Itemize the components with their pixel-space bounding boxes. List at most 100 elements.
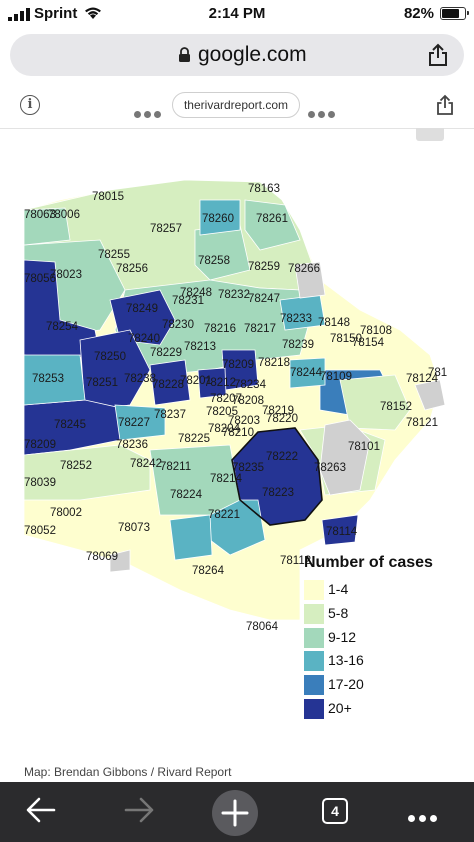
zip-label: 78109 — [320, 371, 352, 383]
zip-label: 78244 — [290, 367, 323, 379]
zip-label: 78239 — [282, 339, 314, 351]
zip-label: 78204 — [208, 423, 241, 435]
zip-label: 78261 — [256, 213, 288, 225]
zip-label: 78154 — [352, 337, 385, 349]
zip-label: 78023 — [50, 269, 82, 281]
map-legend: Number of cases 1-4 5-8 9-12 13-16 17-20… — [304, 554, 454, 721]
legend-swatch — [304, 675, 324, 695]
zip-label: 78236 — [116, 439, 148, 451]
scroll-indicator — [416, 128, 444, 141]
legend-item: 17-20 — [304, 673, 454, 697]
clock-time: 2:14 PM — [0, 5, 474, 22]
legend-item: 13-16 — [304, 649, 454, 673]
zip-label: 78234 — [234, 379, 267, 391]
zip-label: 78258 — [198, 255, 230, 267]
zip-label: 78064 — [246, 621, 279, 633]
zip-label: 78015 — [92, 191, 124, 203]
arrow-right-icon[interactable] — [122, 792, 156, 828]
legend-label: 5-8 — [328, 605, 348, 621]
zip-region-78264-west — [170, 515, 212, 560]
zip-label: 78260 — [202, 213, 234, 225]
url-domain: google.com — [198, 43, 307, 67]
plus-icon — [212, 790, 258, 836]
zip-label: 781 — [428, 367, 447, 379]
lock-icon — [178, 47, 191, 63]
zip-label: 78222 — [266, 451, 298, 463]
zip-label: 78218 — [258, 357, 290, 369]
zip-label: 78224 — [170, 489, 203, 501]
tab-count-icon[interactable]: 4 — [322, 798, 348, 824]
zip-label: 78245 — [54, 419, 86, 431]
legend-swatch — [304, 628, 324, 648]
zip-label: 78216 — [204, 323, 236, 335]
zip-label: 78232 — [218, 289, 250, 301]
zip-label: 78101 — [348, 441, 380, 453]
zip-label: 78069 — [86, 551, 118, 563]
zip-label: 78247 — [248, 293, 280, 305]
zip-label: 78213 — [184, 341, 216, 353]
legend-item: 9-12 — [304, 626, 454, 650]
info-icon[interactable]: i — [20, 95, 40, 115]
legend-label: 1-4 — [328, 581, 348, 597]
zip-label: 78266 — [288, 263, 320, 275]
zip-label: 78214 — [210, 473, 243, 485]
zip-label: 78229 — [150, 347, 182, 359]
legend-swatch — [304, 580, 324, 600]
zip-label: 78253 — [32, 373, 64, 385]
zip-region-78252 — [24, 445, 150, 500]
zip-label: 78052 — [24, 525, 56, 537]
amp-source-pill[interactable]: therivardreport.com — [172, 92, 300, 118]
share-icon[interactable] — [436, 94, 454, 116]
legend-label: 9-12 — [328, 629, 356, 645]
more-dots-icon[interactable] — [408, 809, 441, 827]
zip-label: 78221 — [208, 509, 240, 521]
legend-swatch — [304, 604, 324, 624]
zip-label: 78252 — [60, 460, 92, 472]
zip-label: 78256 — [116, 263, 148, 275]
zip-label: 78039 — [24, 477, 56, 489]
legend-swatch — [304, 651, 324, 671]
zip-label: 78163 — [248, 183, 280, 195]
prev-page-dots[interactable] — [134, 105, 164, 123]
zip-label: 78230 — [162, 319, 194, 331]
zip-label: 78225 — [178, 433, 210, 445]
legend-item: 1-4 — [304, 578, 454, 602]
zip-label: 78255 — [98, 249, 130, 261]
amp-header-bar: i therivardreport.com — [0, 84, 474, 129]
zip-label: 78242 — [130, 458, 162, 470]
zip-label: 78227 — [118, 417, 150, 429]
zip-label: 78220 — [266, 413, 298, 425]
address-bar[interactable]: google.com — [10, 34, 464, 76]
browser-toolbar: 4 — [0, 782, 474, 842]
legend-title: Number of cases — [304, 554, 454, 572]
zip-label: 78263 — [314, 462, 346, 474]
new-tab-button[interactable] — [212, 790, 258, 836]
zip-label: 78002 — [50, 507, 82, 519]
share-icon[interactable] — [428, 43, 448, 67]
legend-label: 20+ — [328, 700, 352, 716]
zip-label: 78148 — [318, 317, 350, 329]
zip-label: 78237 — [154, 409, 186, 421]
battery-percent: 82% — [404, 5, 434, 22]
zip-label: 78223 — [262, 487, 294, 499]
zip-label: 78209 — [24, 439, 56, 451]
arrow-left-icon[interactable] — [24, 792, 58, 828]
zip-label: 78152 — [380, 401, 412, 413]
next-page-dots[interactable] — [308, 105, 338, 123]
zip-label: 78251 — [86, 377, 118, 389]
zip-label: 78257 — [150, 223, 182, 235]
zip-label: 78114 — [326, 526, 358, 538]
zip-label: 78259 — [248, 261, 280, 273]
zip-label: 78121 — [406, 417, 438, 429]
legend-item: 20+ — [304, 697, 454, 721]
zip-label: 78217 — [244, 323, 276, 335]
zip-label: 78063 — [24, 209, 56, 221]
zip-label: 78207 — [210, 393, 242, 405]
zip-label: 78073 — [118, 522, 150, 534]
zip-label: 78233 — [280, 313, 312, 325]
zip-label: 78249 — [126, 303, 158, 315]
legend-item: 5-8 — [304, 602, 454, 626]
zip-label: 78250 — [94, 351, 126, 363]
legend-swatch — [304, 699, 324, 719]
battery-icon — [440, 7, 466, 20]
